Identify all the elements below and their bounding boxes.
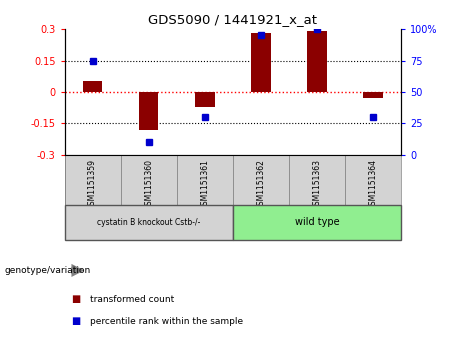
Bar xyxy=(251,33,271,92)
Text: cystatin B knockout Cstb-/-: cystatin B knockout Cstb-/- xyxy=(97,218,201,227)
Text: transformed count: transformed count xyxy=(90,295,174,304)
Text: GSM1151363: GSM1151363 xyxy=(313,159,321,210)
Bar xyxy=(233,155,289,205)
Text: GSM1151364: GSM1151364 xyxy=(368,159,378,210)
Text: GSM1151362: GSM1151362 xyxy=(256,159,266,210)
Bar xyxy=(363,92,383,98)
Text: wild type: wild type xyxy=(295,217,339,227)
Bar xyxy=(345,155,401,205)
Bar xyxy=(233,205,401,240)
Bar xyxy=(307,31,327,92)
Text: genotype/variation: genotype/variation xyxy=(5,266,91,275)
Bar xyxy=(195,92,214,107)
Bar xyxy=(65,205,233,240)
Text: percentile rank within the sample: percentile rank within the sample xyxy=(90,317,243,326)
Bar xyxy=(83,81,102,92)
Text: GSM1151359: GSM1151359 xyxy=(88,159,97,210)
Bar xyxy=(289,155,345,205)
Text: ■: ■ xyxy=(71,316,81,326)
Text: GSM1151360: GSM1151360 xyxy=(144,159,153,210)
Bar xyxy=(121,155,177,205)
Bar xyxy=(177,155,233,205)
Title: GDS5090 / 1441921_x_at: GDS5090 / 1441921_x_at xyxy=(148,13,317,26)
Bar xyxy=(65,155,121,205)
Bar xyxy=(139,92,159,130)
Text: ■: ■ xyxy=(71,294,81,305)
Text: GSM1151361: GSM1151361 xyxy=(200,159,209,210)
